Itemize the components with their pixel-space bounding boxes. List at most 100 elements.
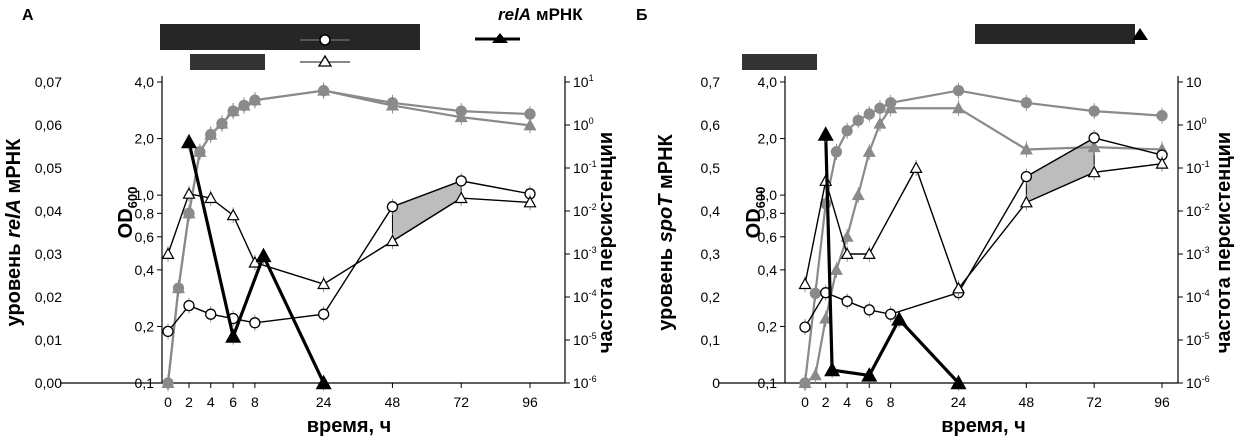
od-tick-label: 0,4: [135, 262, 155, 278]
data-point-gray-filled-triangle: [873, 116, 887, 129]
left-tick-label: 0,04: [35, 203, 62, 219]
od-tick-label: 2,0: [135, 131, 155, 147]
data-point-gray-filled-triangle: [840, 230, 854, 242]
right-tick-label: 10-4: [573, 288, 597, 305]
od-tick-label: 0,1: [135, 375, 155, 391]
data-point-gray-filled-triangle: [1019, 142, 1033, 155]
od-tick-label: 1,0: [135, 187, 155, 203]
left-tick-label: 0,4: [701, 203, 721, 219]
left-axis-label: уровень relA мРНК: [3, 138, 25, 326]
x-tick-label: 96: [522, 394, 538, 410]
od-axis-label: OD600: [115, 187, 140, 239]
x-tick-label: 72: [1086, 394, 1102, 410]
panel-a: А relA мРНК 0,00 0,01 0,02 0,03 0,04 0,05 0,06…: [3, 5, 617, 437]
data-point-open-triangle: [909, 161, 923, 173]
right-axis-label: частота персистенции: [1213, 132, 1235, 353]
data-point-gray-filled-triangle: [171, 281, 186, 294]
data-point-black-filled-triangle: [891, 311, 908, 326]
left-tick-label: 0,1: [701, 332, 721, 348]
series-line-open-triangle: [167, 192, 531, 285]
data-point-open-triangle: [454, 191, 468, 204]
legend: [742, 24, 1148, 70]
data-point-gray-filled-triangle: [182, 206, 196, 219]
data-point-gray-filled-triangle: [1087, 140, 1101, 153]
data-point-gray-filled-triangle: [808, 368, 822, 381]
right-tick-label: 101: [573, 73, 594, 90]
right-tick-label: 10-3: [1186, 245, 1210, 262]
data-point-gray-filled-circle: [830, 146, 843, 158]
right-tick-label: 10-5: [1186, 331, 1210, 348]
legend-obscured-band: [160, 24, 420, 50]
od-tick-label: 4,0: [758, 74, 778, 90]
left-tick-label: 0,3: [701, 246, 721, 262]
data-point-open-circle: [841, 295, 853, 307]
data-point-open-circle: [162, 325, 174, 338]
data-point-open-circle: [318, 308, 330, 320]
data-point-gray-filled-triangle: [248, 93, 262, 106]
data-point-black-filled-triangle: [817, 126, 834, 141]
legend-unit-label: мРНК: [536, 5, 583, 24]
data-point-gray-filled-circle: [874, 102, 886, 114]
od-tick-label: 0,6: [758, 229, 778, 245]
od-tick-label: 0,2: [135, 318, 155, 334]
data-point-gray-filled-triangle: [523, 118, 537, 131]
legend-gene-label: relA: [498, 5, 531, 24]
x-tick-label: 8: [251, 394, 259, 410]
x-tick-label: 0: [801, 394, 809, 410]
data-point-open-triangle: [317, 277, 331, 290]
data-point-gray-filled-triangle: [226, 104, 240, 117]
series-line-gray-filled-triangle: [804, 107, 1163, 384]
data-point-gray-filled-triangle: [454, 110, 468, 123]
x-tick-label: 24: [316, 394, 332, 410]
left-axis-label: уровень spoT мРНК: [655, 133, 677, 330]
plot-area: 0,00 0,01 0,02 0,03 0,04 0,05 0,06 0,07 0,1 0,2 0,…: [3, 73, 617, 437]
x-tick-label: 2: [822, 394, 830, 410]
data-point-gray-filled-circle: [863, 108, 875, 120]
x-tick-label: 0: [164, 394, 172, 410]
data-point-open-triangle: [1019, 195, 1033, 208]
right-tick-label: 10-4: [1186, 288, 1210, 305]
series-line-open-circle: [167, 180, 531, 332]
data-point-open-triangle: [840, 247, 854, 259]
right-tick-label: 10: [1186, 74, 1202, 90]
data-point-gray-filled-triangle: [951, 101, 966, 114]
left-tick-label: 0: [712, 375, 720, 391]
data-point-black-filled-triangle: [180, 133, 198, 149]
data-point-black-filled-triangle: [315, 374, 332, 390]
legend-marker-open-circle: [319, 34, 331, 46]
x-tick-label: 72: [453, 394, 469, 410]
data-point-open-triangle: [862, 247, 876, 259]
data-point-gray-filled-triangle: [161, 376, 175, 388]
right-tick-label: 10-6: [573, 374, 597, 391]
data-point-gray-filled-triangle: [193, 145, 207, 157]
right-tick-label: 10-2: [1186, 202, 1210, 219]
left-tick-label: 0,06: [35, 117, 62, 133]
data-point-open-triangle: [385, 234, 399, 247]
data-point-open-triangle: [1155, 156, 1169, 169]
left-tick-label: 0,5: [701, 160, 721, 176]
data-point-gray-filled-triangle: [237, 98, 251, 111]
right-tick-label: 100: [573, 116, 594, 133]
x-tick-label: 24: [951, 394, 967, 410]
data-point-gray-filled-triangle: [851, 188, 865, 201]
data-point-gray-filled-triangle: [798, 376, 812, 388]
data-point-open-circle: [799, 321, 811, 333]
od-tick-label: 0,2: [758, 318, 778, 334]
left-tick-label: 0,6: [701, 117, 721, 133]
data-point-black-filled-triangle: [861, 367, 878, 382]
data-point-gray-filled-triangle: [862, 145, 876, 157]
x-tick-label: 48: [385, 394, 401, 410]
data-point-open-circle: [1088, 132, 1100, 144]
series-line-black-filled-triangle: [187, 141, 326, 384]
shaded-region: [391, 180, 462, 243]
series-line-gray-filled-circle: [166, 89, 531, 384]
data-point-open-triangle: [204, 191, 218, 204]
data-point-open-triangle: [1087, 165, 1101, 178]
data-point-open-circle: [386, 201, 399, 213]
data-point-gray-filled-triangle: [215, 116, 229, 129]
od-tick-label: 1,0: [758, 187, 778, 203]
od-tick-label: 2,0: [758, 131, 778, 147]
data-point-open-triangle: [182, 187, 196, 199]
x-tick-label: 6: [865, 394, 873, 410]
x-tick-label: 4: [207, 394, 215, 410]
